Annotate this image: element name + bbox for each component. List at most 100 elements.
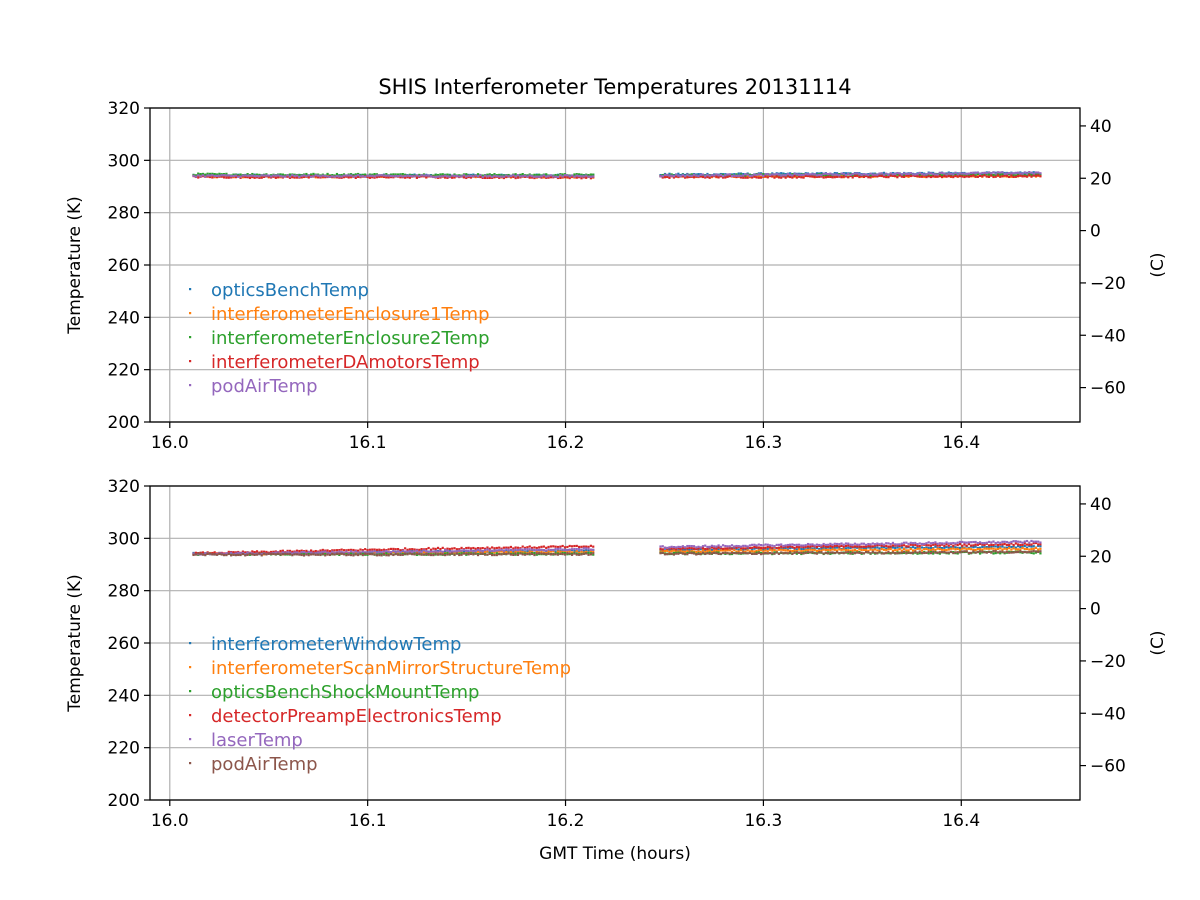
chart-1-series-3-point [453, 547, 456, 550]
chart-0-y-tick-label: 200 [108, 413, 140, 433]
chart-0-series-4-point [587, 175, 590, 178]
chart-0-series-3-point [887, 176, 890, 179]
chart-0-series-3-point [773, 176, 776, 179]
chart-1-series-3-point [512, 547, 515, 550]
chart-0-series-4-point [970, 171, 973, 175]
chart-0-series-0-point [782, 172, 785, 175]
chart-1-series-1-point [800, 550, 803, 553]
chart-1-series-4-point [354, 550, 357, 553]
chart-0-series-3-point [708, 176, 711, 179]
chart-1-series-5-point [762, 552, 765, 555]
chart-0-series-2-point [573, 173, 576, 176]
chart-1-series-3-point [523, 546, 527, 549]
chart-1-series-5-point [699, 552, 702, 556]
chart-1-y-tick-label: 300 [108, 529, 140, 549]
chart-0-series-2-point [258, 173, 261, 176]
chart-1-series-0-point [938, 546, 941, 550]
chart-0-series-2-point [670, 173, 673, 176]
chart-0-series-4-point [467, 174, 470, 177]
chart-1-series-5-point [444, 553, 447, 557]
chart-0-series-2-point [284, 174, 287, 177]
chart-1-series-5-point [535, 552, 538, 555]
chart-1-series-5-point [690, 551, 693, 555]
chart-1-series-5-point [241, 552, 245, 556]
chart-0-series-3-point [523, 175, 527, 178]
chart-1-series-1-point [415, 550, 418, 553]
chart-0-series-4-point [512, 174, 515, 177]
chart-0-series-2-point [869, 174, 872, 177]
chart-1-series-3-point [542, 545, 545, 548]
chart-1-series-3-point [427, 546, 430, 550]
chart-1-y-tick-label: 200 [108, 791, 140, 811]
chart-0-series-4-point [425, 174, 428, 177]
chart-1-series-4-point [246, 551, 249, 554]
chart-0-series-3-point [706, 175, 709, 179]
chart-1-series-0-point [978, 546, 982, 549]
chart-0-series-3-point [399, 176, 402, 179]
chart-1-series-4-point [896, 543, 899, 546]
chart-0-series-4-point [777, 173, 781, 176]
chart-1-series-3-point [411, 548, 414, 551]
chart-1-series-0-point [1008, 545, 1011, 548]
chart-1-series-4-point [746, 545, 749, 548]
chart-1-series-3-point [1030, 543, 1033, 546]
chart-0-series-4-point [286, 174, 289, 177]
chart-0-series-4-point [733, 174, 736, 177]
chart-1-series-4-point [331, 550, 334, 553]
chart-1-series-0-point [710, 548, 714, 552]
chart-0-series-4-point [699, 173, 702, 176]
chart-0-series-2-point [925, 174, 928, 177]
chart-0-series-3-point [389, 176, 393, 179]
chart-0-series-4-point [441, 175, 444, 178]
chart-1-series-3-point [822, 545, 825, 548]
chart-1-series-1-point [575, 550, 578, 553]
chart-1-series-3-point [744, 547, 747, 550]
chart-0-series-3-point [248, 176, 252, 180]
chart-0-series-2-point [211, 172, 214, 175]
chart-1-series-4-point [366, 551, 369, 554]
chart-1-series-5-point [399, 553, 402, 557]
chart-1-series-3-point [338, 549, 341, 552]
chart-0-series-4-point [342, 174, 346, 177]
chart-1-series-5-point [856, 551, 859, 554]
chart-1-series-4-point [793, 543, 796, 547]
chart-0-series-2-point [458, 174, 461, 177]
chart-1-series-2-point [415, 553, 418, 556]
chart-1-series-4-point [978, 541, 982, 544]
chart-1-series-3-point [357, 549, 360, 552]
chart-1-series-5-point [516, 553, 520, 556]
chart-1-series-3-point [659, 547, 662, 550]
chart-0-series-4-point [502, 175, 505, 178]
chart-1-series-3-point [704, 547, 707, 551]
chart-1-series-0-point [375, 550, 379, 553]
chart-0-series-3-point [677, 175, 680, 178]
chart-1-series-3-point [309, 549, 313, 552]
chart-0-series-4-point [786, 173, 789, 176]
chart-0-series-4-point [911, 173, 915, 176]
chart-1-series-4-point [706, 545, 709, 549]
chart-0-series-3-point [844, 175, 848, 178]
chart-1-series-3-point [298, 549, 301, 553]
chart-1-series-4-point [996, 541, 1000, 544]
chart-1-series-0-point [786, 548, 789, 551]
chart-1-series-4-point [375, 551, 379, 554]
chart-0-series-4-point [947, 172, 950, 175]
chart-1-series-5-point [291, 554, 294, 557]
chart-1-series-3-point [201, 551, 205, 554]
chart-1-series-5-point [314, 553, 317, 556]
chart-1-series-3-point [766, 545, 769, 549]
chart-1-series-5-point [775, 551, 778, 554]
chart-1-series-3-point [771, 547, 774, 550]
chart-1-series-4-point [777, 543, 781, 546]
chart-0-series-4-point [954, 171, 957, 174]
chart-0-series-3-point [277, 175, 280, 179]
chart-1-series-0-point [820, 547, 823, 550]
chart-0-series-4-point [331, 175, 334, 178]
chart-0-series-4-point [672, 175, 676, 178]
chart-1-legend-entry: opticsBenchShockMountTemp [211, 682, 479, 703]
chart-1-series-5-point [880, 552, 883, 555]
chart-1-series-0-point [994, 545, 997, 548]
chart-1-series-5-point [223, 554, 226, 557]
chart-0-series-4-point [538, 175, 541, 178]
chart-1-series-4-point [666, 546, 669, 549]
